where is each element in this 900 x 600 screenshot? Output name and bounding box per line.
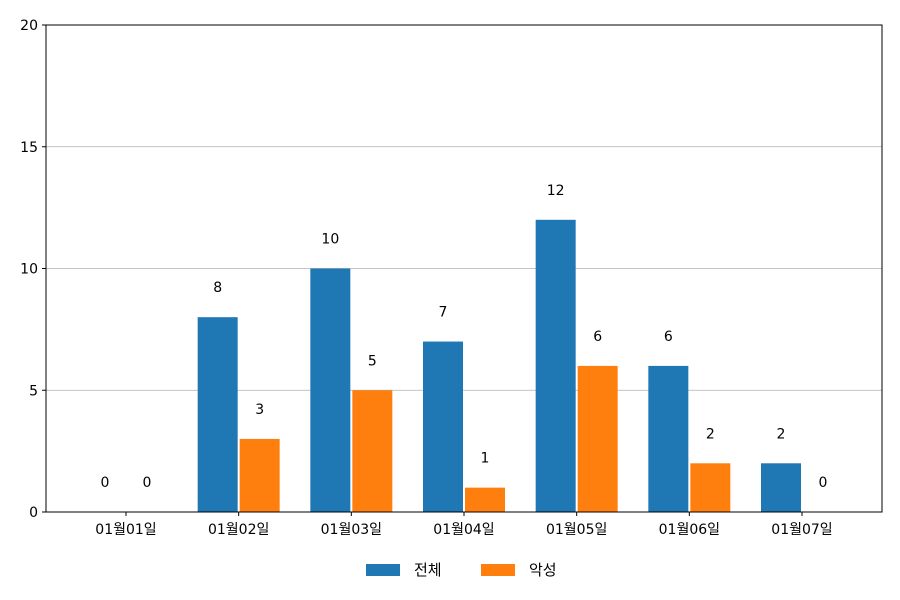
x-tick-label: 01월07일 [771,522,832,538]
bar-전체-01월04일 [423,341,463,512]
bar-전체-01월07일 [761,463,801,512]
y-tick-label: 5 [29,383,38,399]
data-label: 12 [547,183,565,199]
legend-label: 악성 [529,561,557,579]
data-label: 6 [664,329,673,345]
bar-전체-01월06일 [648,365,689,512]
data-label: 7 [439,305,448,321]
bar-악성-01월05일 [577,365,618,512]
bar-전체-01월05일 [535,219,576,513]
grid-lines [46,146,882,391]
bars [197,219,801,513]
data-labels: 0 0 8 3 10 5 7 1 12 6 6 2 2 0 [101,183,828,491]
legend: 전체 악성 [366,561,557,579]
data-label: 2 [706,426,715,442]
y-tick-label: 15 [20,140,38,156]
bar-전체-01월02일 [197,317,238,512]
data-label: 0 [819,475,828,491]
x-tick-label: 01월06일 [659,522,720,538]
legend-swatch-전체 [366,564,400,576]
data-label: 8 [213,280,222,296]
x-axis: 01월01일 01월02일 01월03일 01월04일 01월05일 01월06일 01월0… [95,512,833,538]
y-tick-label: 20 [20,18,38,34]
data-label: 2 [777,426,786,442]
data-label: 5 [368,353,377,369]
bar-악성-01월03일 [352,390,393,512]
data-label: 0 [143,475,152,491]
legend-label: 전체 [414,561,442,579]
bar-전체-01월03일 [310,268,351,512]
data-label: 10 [321,232,339,248]
legend-swatch-악성 [481,564,515,576]
x-tick-label: 01월01일 [95,522,156,538]
data-label: 0 [101,475,110,491]
x-tick-label: 01월02일 [208,522,269,538]
data-label: 6 [593,329,602,345]
x-tick-label: 01월04일 [433,522,494,538]
y-axis: 0 5 10 15 20 [20,18,46,521]
data-label: 3 [255,402,264,418]
y-tick-label: 0 [29,505,38,521]
data-label: 1 [481,451,490,467]
bar-악성-01월06일 [690,463,731,512]
y-tick-label: 10 [20,262,38,278]
x-tick-label: 01월05일 [546,522,607,538]
x-tick-label: 01월03일 [321,522,382,538]
bar-악성-01월04일 [465,487,505,512]
bar-악성-01월02일 [239,438,280,512]
